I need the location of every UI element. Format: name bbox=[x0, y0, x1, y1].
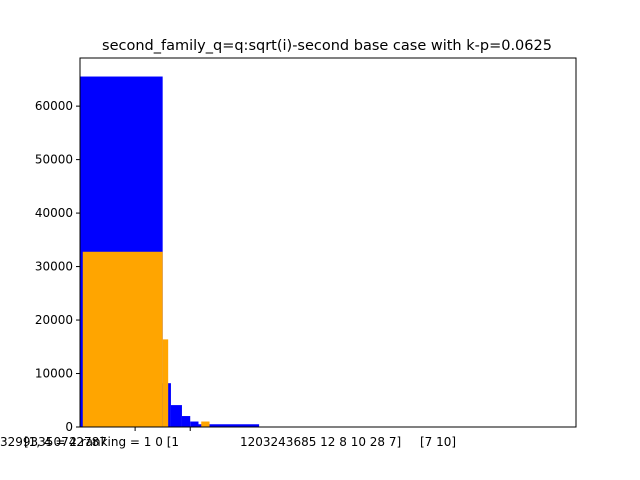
y-tick-label: 60000 bbox=[35, 99, 73, 113]
bar-s1-2 bbox=[201, 421, 210, 427]
bar-s0-3 bbox=[181, 416, 191, 427]
bars-layer bbox=[80, 76, 260, 427]
y-tick-label: 40000 bbox=[35, 206, 73, 220]
x-tick-label: [7 10] bbox=[420, 435, 456, 449]
y-tick-label: 0 bbox=[65, 420, 73, 434]
bar-s0-6 bbox=[209, 424, 260, 427]
y-tick-label: 10000 bbox=[35, 367, 73, 381]
chart-title: second_family_q=q:sqrt(i)-second base ca… bbox=[102, 38, 552, 54]
bar-s1-0 bbox=[82, 251, 163, 427]
x-tick-label: 1203243685 12 8 10 28 7] bbox=[240, 435, 401, 449]
plot-frame bbox=[79, 57, 577, 428]
y-axis: 0 10000 20000 30000 40000 50000 60000 bbox=[35, 99, 80, 434]
x-axis: 32993350742787[1, 4 = 2 ranking = 1 0 [1… bbox=[0, 427, 456, 449]
y-tick-label: 20000 bbox=[35, 313, 73, 327]
y-tick-label: 30000 bbox=[35, 260, 73, 274]
bar-s1-1 bbox=[162, 339, 169, 427]
bar-s0-2 bbox=[170, 405, 182, 427]
bar-s0-4 bbox=[190, 421, 199, 427]
y-tick-label: 50000 bbox=[35, 153, 73, 167]
x-tick-label: 32993350742787 bbox=[0, 435, 107, 449]
x-tick-label: [1, 4 = 2 ranking = 1 0 [1 bbox=[24, 435, 179, 449]
